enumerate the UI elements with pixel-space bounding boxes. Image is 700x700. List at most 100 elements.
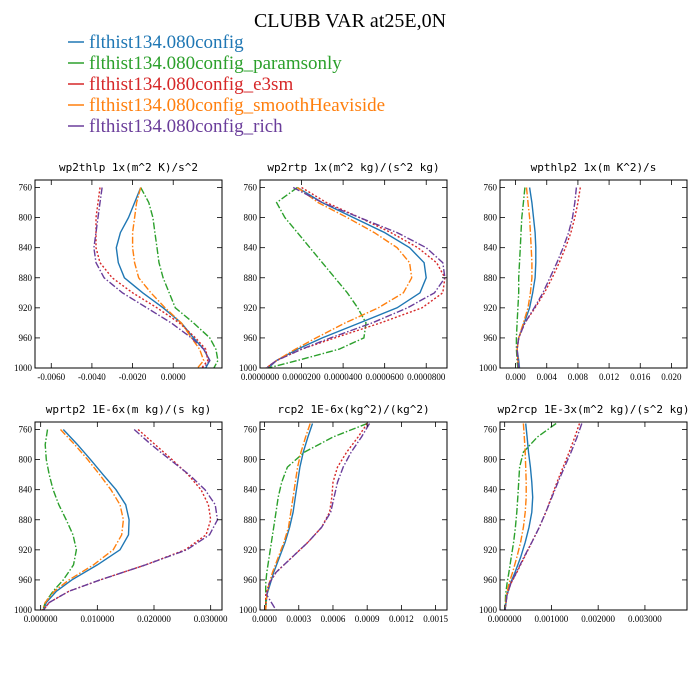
legend-entry: flthist134.080config_smoothHeaviside [89,95,385,116]
x-tick-label: 0.003000 [628,614,662,624]
x-tick-label: -0.0040 [78,372,106,382]
x-tick-label: 0.0000800 [407,372,446,382]
panel-grid: wp2thlp 1x(m^2 K)/s^2 760 800 840 880 920 960 1… [14,161,690,624]
x-tick-label: -0.0060 [37,372,65,382]
x-tick-label: 0.008 [568,372,589,382]
y-tick-label: 960 [244,575,258,585]
y-tick-label: 920 [484,303,498,313]
series-line [266,423,371,610]
y-tick-label: 880 [19,273,33,283]
plot-frame [259,179,448,369]
y-tick-label: 800 [19,213,33,223]
y-tick-label: 960 [484,333,498,343]
x-tick-label: 0.0000 [161,372,186,382]
series-line [504,423,527,610]
chart-panel: wp2rtp 1x(m^2 kg)/(s^2 kg) 760 800 840 880 92… [239,161,448,382]
y-tick-label: 920 [244,545,258,555]
legend-entry: flthist134.080config_e3sm [89,74,293,95]
panel-title: rcp2 1E-6x(kg^2)/(kg^2) [277,403,429,416]
y-tick-label: 960 [19,575,33,585]
series-line [265,423,368,610]
series-line [42,428,219,610]
series-line [93,187,211,368]
series-line [131,187,205,368]
series-line [265,422,368,610]
y-tick-label: 840 [244,485,258,495]
series-line [140,187,219,368]
y-tick-label: 960 [244,333,258,343]
series-line [265,186,446,368]
x-tick-label: 0.012 [599,372,619,382]
series-line [504,423,583,610]
x-tick-label: 0.000000 [24,614,58,624]
y-tick-label: 840 [484,243,498,253]
y-tick-label: 1000 [479,363,498,373]
legend-entry: flthist134.080config_paramsonly [89,53,342,74]
x-tick-label: 0.0000600 [366,372,405,382]
y-tick-label: 1000 [479,605,498,615]
x-tick-label: 0.0003 [286,614,311,624]
y-tick-label: 840 [19,243,33,253]
x-tick-label: 0.0000200 [282,372,321,382]
y-tick-label: 960 [19,333,33,343]
series-line [265,186,413,368]
x-tick-label: 0.020 [661,372,682,382]
series-line [267,186,427,368]
chart-panel: wp2rcp 1E-3x(m^2 kg)/(s^2 kg) 760 800 840 88… [479,403,690,624]
chart-panel: rcp2 1E-6x(kg^2)/(kg^2) 760 800 840 880 920 96… [239,403,448,624]
plot-frame [259,421,448,611]
series-line [268,186,367,368]
x-tick-label: 0.001000 [535,614,569,624]
plot-frame [34,179,223,369]
y-tick-label: 960 [484,575,498,585]
y-tick-label: 880 [484,515,498,525]
panel-title: wp2rcp 1E-3x(m^2 kg)/(s^2 kg) [497,403,689,416]
y-tick-label: 760 [244,183,258,193]
y-tick-label: 880 [244,515,258,525]
series-line [42,429,130,610]
series-line [41,429,125,610]
series-line [42,428,212,610]
y-tick-label: 840 [484,485,498,495]
x-tick-label: 0.0015 [423,614,448,624]
panel-title: wpthlp2 1x(m K^2)/s [531,161,657,174]
series-line [504,423,534,610]
figure-title: CLUBB VAR at25E,0N [254,10,446,32]
series-line [515,187,526,368]
chart-panel: wp2thlp 1x(m^2 K)/s^2 760 800 840 880 920 960 1… [14,161,223,382]
x-tick-label: 0.004 [537,372,558,382]
series-line [42,429,78,610]
plot-frame [34,421,223,611]
y-tick-label: 800 [484,455,498,465]
x-tick-label: 0.0012 [389,614,414,624]
x-tick-label: 0.0000000 [241,372,280,382]
y-tick-label: 1000 [14,363,33,373]
series-line [516,187,581,368]
plot-frame [499,179,688,369]
y-tick-label: 800 [244,455,258,465]
x-tick-label: 0.0006 [321,614,346,624]
y-tick-label: 920 [19,303,33,313]
chart-panel: wprtp2 1E-6x(m kg)/(s kg) 760 800 840 880 920… [14,403,228,624]
x-tick-label: 0.0000 [252,614,277,624]
series-line [95,187,209,368]
x-tick-label: 0.0000400 [324,372,363,382]
y-tick-label: 800 [484,213,498,223]
y-tick-label: 1000 [239,363,258,373]
y-tick-label: 1000 [14,605,33,615]
y-tick-label: 800 [19,455,33,465]
x-tick-label: 0.016 [630,372,651,382]
x-tick-label: -0.0020 [119,372,147,382]
x-tick-label: 0.010000 [80,614,114,624]
y-tick-label: 880 [244,273,258,283]
x-tick-label: 0.000 [505,372,526,382]
x-tick-label: 0.002000 [581,614,615,624]
legend: flthist134.080configflthist134.080config… [68,32,385,137]
x-tick-label: 0.0009 [355,614,380,624]
x-tick-label: 0.000000 [488,614,522,624]
series-line [516,187,537,368]
y-tick-label: 760 [484,183,498,193]
y-tick-label: 1000 [239,605,258,615]
y-tick-label: 920 [19,545,33,555]
